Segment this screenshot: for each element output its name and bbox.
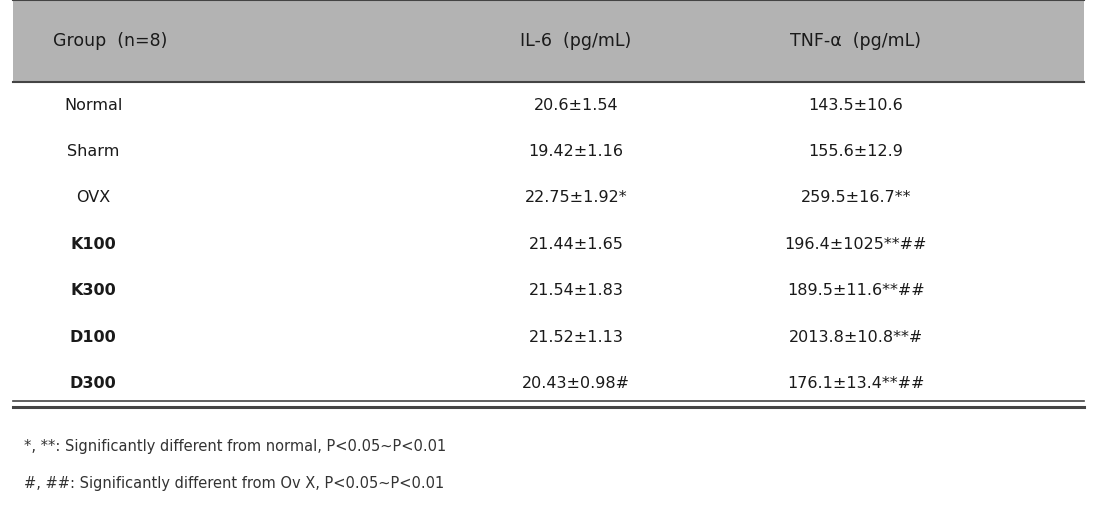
Text: 259.5±16.7**: 259.5±16.7**: [801, 191, 911, 205]
Text: D100: D100: [70, 330, 116, 345]
Text: Group  (n=8): Group (n=8): [53, 32, 167, 50]
Text: Normal: Normal: [64, 98, 123, 112]
Bar: [13, 0, 1084, 82]
Text: 21.54±1.83: 21.54±1.83: [529, 284, 623, 298]
Text: 196.4±1025**##: 196.4±1025**##: [784, 237, 927, 252]
Text: 21.52±1.13: 21.52±1.13: [529, 330, 623, 345]
Text: K100: K100: [70, 237, 116, 252]
Text: TNF-α  (pg/mL): TNF-α (pg/mL): [790, 32, 921, 50]
Text: 143.5±10.6: 143.5±10.6: [808, 98, 903, 112]
Text: 19.42±1.16: 19.42±1.16: [529, 144, 623, 159]
Text: Sharm: Sharm: [67, 144, 120, 159]
Text: D300: D300: [70, 376, 116, 391]
Text: #, ##: Significantly different from Ov X, P<0.05~P<0.01: #, ##: Significantly different from Ov X…: [24, 476, 444, 491]
Text: 2013.8±10.8**#: 2013.8±10.8**#: [789, 330, 923, 345]
Text: 20.6±1.54: 20.6±1.54: [533, 98, 619, 112]
Text: 155.6±12.9: 155.6±12.9: [808, 144, 903, 159]
Text: K300: K300: [70, 284, 116, 298]
Text: 22.75±1.92*: 22.75±1.92*: [524, 191, 627, 205]
Text: OVX: OVX: [76, 191, 111, 205]
Text: 176.1±13.4**##: 176.1±13.4**##: [787, 376, 925, 391]
Text: 20.43±0.98#: 20.43±0.98#: [522, 376, 630, 391]
Text: 21.44±1.65: 21.44±1.65: [529, 237, 623, 252]
Text: 189.5±11.6**##: 189.5±11.6**##: [787, 284, 925, 298]
Text: IL-6  (pg/mL): IL-6 (pg/mL): [520, 32, 632, 50]
Text: *, **: Significantly different from normal, P<0.05~P<0.01: *, **: Significantly different from norm…: [24, 439, 446, 454]
